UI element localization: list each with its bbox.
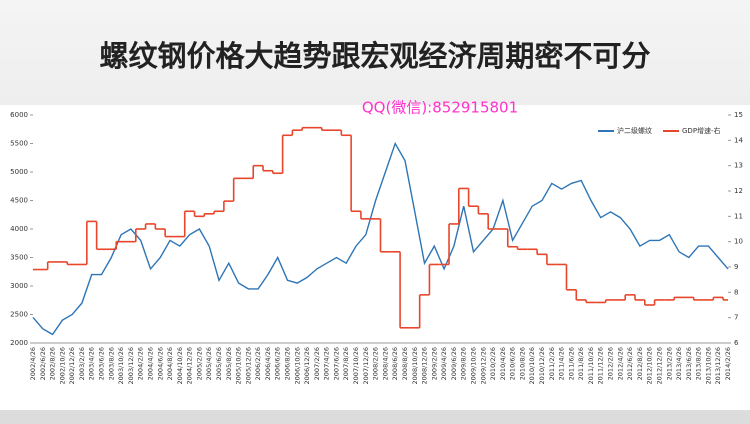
- x-tick-label: 2006/12/26: [303, 347, 311, 384]
- legend-label: 沪二级螺纹: [617, 126, 652, 135]
- x-tick-label: 2004/10/26: [176, 347, 184, 384]
- x-tick-label: 2010/4/26: [499, 347, 507, 380]
- x-tick-label: 2008/2/26: [372, 347, 380, 380]
- x-tick-label: 2006/6/26: [274, 347, 282, 380]
- x-tick-label: 2007/10/26: [352, 347, 360, 384]
- x-tick-label: 2013/6/26: [685, 347, 693, 380]
- y-tick-label: 4500: [10, 197, 28, 205]
- x-tick-label: 2012/8/26: [636, 347, 644, 380]
- watermark: QQ(微信):852915801: [362, 99, 518, 117]
- x-tick-label: 2010/6/26: [509, 347, 517, 380]
- x-tick-label: 2007/6/26: [332, 347, 340, 380]
- x-tick-label: 2008/12/26: [421, 347, 429, 384]
- x-tick-label: 2009/4/26: [440, 347, 448, 380]
- x-tick-label: 2006/10/26: [293, 347, 301, 384]
- y-tick-label: 6000: [10, 111, 28, 119]
- x-tick-label: 2003/4/26: [88, 347, 96, 380]
- x-tick-label: 2003/2/26: [78, 347, 86, 380]
- y-tick-label: 5500: [10, 140, 28, 148]
- x-tick-label: 2005/6/26: [215, 347, 223, 380]
- x-tick-label: 2010/8/26: [518, 347, 526, 380]
- x-tick-label: 2005/4/26: [205, 347, 213, 380]
- x-tick-label: 2014/2/26: [724, 347, 732, 380]
- x-tick-label: 2011/12/26: [597, 347, 605, 384]
- y2-tick-label: 6: [734, 339, 739, 347]
- x-tick-label: 2009/2/26: [430, 347, 438, 380]
- y2-tick-label: 15: [734, 111, 743, 119]
- x-tick-label: 2002/4/26: [29, 347, 37, 380]
- x-tick-label: 2004/12/26: [186, 347, 194, 384]
- x-tick-label: 2010/12/26: [538, 347, 546, 384]
- x-tick-label: 2012/10/26: [646, 347, 654, 384]
- y2-tick-label: 13: [734, 162, 743, 170]
- x-tick-label: 2008/4/26: [381, 347, 389, 380]
- x-tick-label: 2004/6/26: [156, 347, 164, 380]
- x-tick-label: 2006/4/26: [264, 347, 272, 380]
- x-tick-label: 2010/10/26: [528, 347, 536, 384]
- x-tick-label: 2003/6/26: [98, 347, 106, 380]
- x-tick-label: 2002/8/26: [49, 347, 57, 380]
- x-tick-label: 2007/2/26: [313, 347, 321, 380]
- x-tick-label: 2011/6/26: [567, 347, 575, 380]
- chart-title: 螺纹钢价格大趋势跟宏观经济周期密不可分: [99, 39, 650, 73]
- x-tick-label: 2004/8/26: [166, 347, 174, 380]
- x-tick-label: 2011/2/26: [548, 347, 556, 380]
- legend-label: GDP增速-右: [682, 126, 721, 135]
- x-tick-label: 2011/8/26: [577, 347, 585, 380]
- x-tick-label: 2012/2/26: [607, 347, 615, 380]
- x-tick-label: 2011/10/26: [587, 347, 595, 384]
- x-tick-label: 2010/2/26: [489, 347, 497, 380]
- x-tick-label: 2007/4/26: [323, 347, 331, 380]
- y-tick-label: 2000: [10, 339, 28, 347]
- x-tick-label: 2013/10/26: [704, 347, 712, 384]
- x-tick-label: 2004/4/26: [146, 347, 154, 380]
- x-tick-label: 2007/8/26: [342, 347, 350, 380]
- x-tick-label: 2003/12/26: [127, 347, 135, 384]
- x-tick-label: 2005/10/26: [235, 347, 243, 384]
- x-tick-label: 2002/10/26: [58, 347, 66, 384]
- y2-tick-label: 7: [734, 314, 738, 322]
- x-tick-label: 2006/8/26: [284, 347, 292, 380]
- x-tick-label: 2007/12/26: [362, 347, 370, 384]
- y-tick-label: 3000: [10, 282, 28, 290]
- x-tick-label: 2009/10/26: [469, 347, 477, 384]
- y2-tick-label: 11: [734, 212, 743, 220]
- x-tick-label: 2005/8/26: [225, 347, 233, 380]
- x-tick-label: 2002/12/26: [68, 347, 76, 384]
- x-tick-label: 2012/6/26: [626, 347, 634, 380]
- x-tick-label: 2009/8/26: [460, 347, 468, 380]
- x-tick-label: 2011/4/26: [558, 347, 566, 380]
- y-tick-label: 3500: [10, 254, 28, 262]
- x-tick-label: 2008/10/26: [411, 347, 419, 384]
- x-tick-label: 2013/4/26: [675, 347, 683, 380]
- x-tick-label: 2002/6/26: [39, 347, 47, 380]
- x-tick-label: 2009/6/26: [450, 347, 458, 380]
- x-tick-label: 2008/6/26: [391, 347, 399, 380]
- x-tick-label: 2013/8/26: [695, 347, 703, 380]
- plot-background: [0, 105, 750, 410]
- y-tick-label: 4000: [10, 225, 28, 233]
- x-tick-label: 2008/8/26: [401, 347, 409, 380]
- y2-tick-label: 14: [734, 136, 743, 144]
- y2-tick-label: 9: [734, 263, 738, 271]
- x-tick-label: 2004/2/26: [137, 347, 145, 380]
- x-tick-label: 2003/8/26: [107, 347, 115, 380]
- x-tick-label: 2012/4/26: [616, 347, 624, 380]
- x-tick-label: 2003/10/26: [117, 347, 125, 384]
- y2-tick-label: 8: [734, 288, 738, 296]
- x-tick-label: 2009/12/26: [479, 347, 487, 384]
- y2-tick-label: 12: [734, 187, 743, 195]
- x-tick-label: 2005/2/26: [195, 347, 203, 380]
- line-series: [32, 141, 729, 336]
- y-tick-label: 2500: [10, 311, 28, 319]
- x-tick-label: 2005/12/26: [244, 347, 252, 384]
- y2-tick-label: 10: [734, 238, 743, 246]
- x-tick-label: 2006/2/26: [254, 347, 262, 380]
- y-tick-label: 5000: [10, 168, 28, 176]
- x-tick-label: 2013/12/26: [714, 347, 722, 384]
- x-tick-label: 2012/12/26: [655, 347, 663, 384]
- x-tick-label: 2013/2/26: [665, 347, 673, 380]
